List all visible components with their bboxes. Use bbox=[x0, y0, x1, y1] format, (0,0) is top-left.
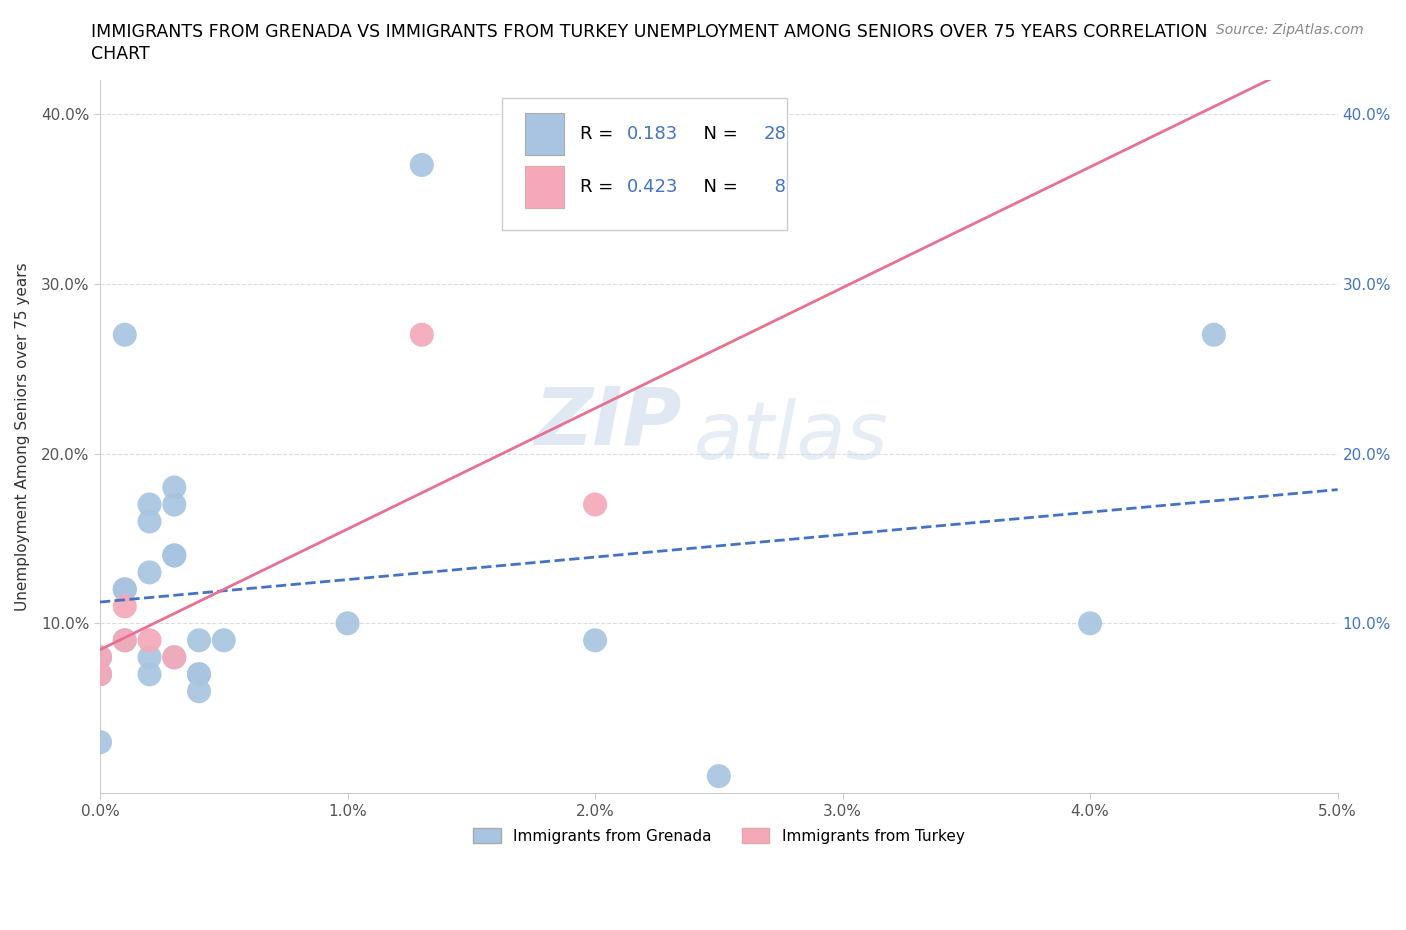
Point bbox=[163, 548, 186, 563]
Point bbox=[114, 633, 136, 648]
Point bbox=[188, 667, 211, 682]
Y-axis label: Unemployment Among Seniors over 75 years: Unemployment Among Seniors over 75 years bbox=[15, 262, 30, 611]
Point bbox=[188, 667, 211, 682]
Point bbox=[188, 633, 211, 648]
Point bbox=[163, 548, 186, 563]
Text: R =: R = bbox=[581, 125, 619, 142]
Point bbox=[138, 667, 160, 682]
Point bbox=[89, 735, 111, 750]
Point bbox=[163, 497, 186, 512]
Point bbox=[114, 599, 136, 614]
Text: CHART: CHART bbox=[91, 45, 150, 62]
Point bbox=[114, 633, 136, 648]
FancyBboxPatch shape bbox=[502, 98, 787, 230]
Text: R =: R = bbox=[581, 178, 619, 196]
Text: IMMIGRANTS FROM GRENADA VS IMMIGRANTS FROM TURKEY UNEMPLOYMENT AMONG SENIORS OVE: IMMIGRANTS FROM GRENADA VS IMMIGRANTS FR… bbox=[91, 23, 1208, 41]
Point bbox=[707, 769, 730, 784]
Point bbox=[411, 157, 433, 172]
Point bbox=[1202, 327, 1225, 342]
Text: 28: 28 bbox=[763, 125, 786, 142]
Point bbox=[138, 497, 160, 512]
Point bbox=[89, 667, 111, 682]
Point bbox=[89, 667, 111, 682]
Point bbox=[138, 565, 160, 579]
Point bbox=[163, 480, 186, 495]
Text: N =: N = bbox=[692, 125, 744, 142]
Point bbox=[583, 633, 606, 648]
Point bbox=[163, 650, 186, 665]
Point bbox=[188, 684, 211, 698]
Point bbox=[411, 327, 433, 342]
Point bbox=[583, 497, 606, 512]
Point bbox=[336, 616, 359, 631]
FancyBboxPatch shape bbox=[524, 113, 564, 154]
Point bbox=[114, 582, 136, 597]
FancyBboxPatch shape bbox=[524, 166, 564, 208]
Point bbox=[114, 582, 136, 597]
Point bbox=[163, 650, 186, 665]
Text: 0.423: 0.423 bbox=[627, 178, 679, 196]
Point bbox=[138, 514, 160, 529]
Point bbox=[212, 633, 235, 648]
Text: 0.183: 0.183 bbox=[627, 125, 679, 142]
Legend: Immigrants from Grenada, Immigrants from Turkey: Immigrants from Grenada, Immigrants from… bbox=[467, 821, 970, 850]
Point bbox=[1078, 616, 1101, 631]
Text: atlas: atlas bbox=[695, 398, 889, 475]
Text: N =: N = bbox=[692, 178, 744, 196]
Point bbox=[89, 650, 111, 665]
Text: 8: 8 bbox=[763, 178, 786, 196]
Point bbox=[89, 650, 111, 665]
Point bbox=[138, 650, 160, 665]
Point bbox=[138, 633, 160, 648]
Point bbox=[114, 327, 136, 342]
Text: ZIP: ZIP bbox=[534, 383, 682, 461]
Text: Source: ZipAtlas.com: Source: ZipAtlas.com bbox=[1216, 23, 1364, 37]
